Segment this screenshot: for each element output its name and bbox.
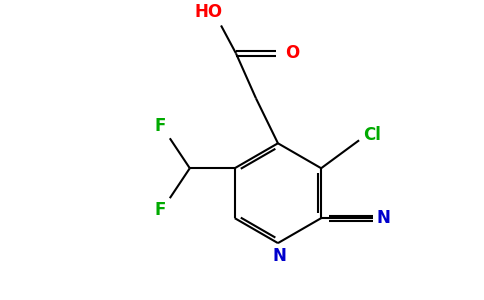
Text: N: N <box>376 209 390 227</box>
Text: N: N <box>273 247 287 265</box>
Text: HO: HO <box>195 2 223 20</box>
Text: F: F <box>154 117 166 135</box>
Text: F: F <box>154 201 166 219</box>
Text: O: O <box>285 44 299 62</box>
Text: Cl: Cl <box>363 126 381 144</box>
